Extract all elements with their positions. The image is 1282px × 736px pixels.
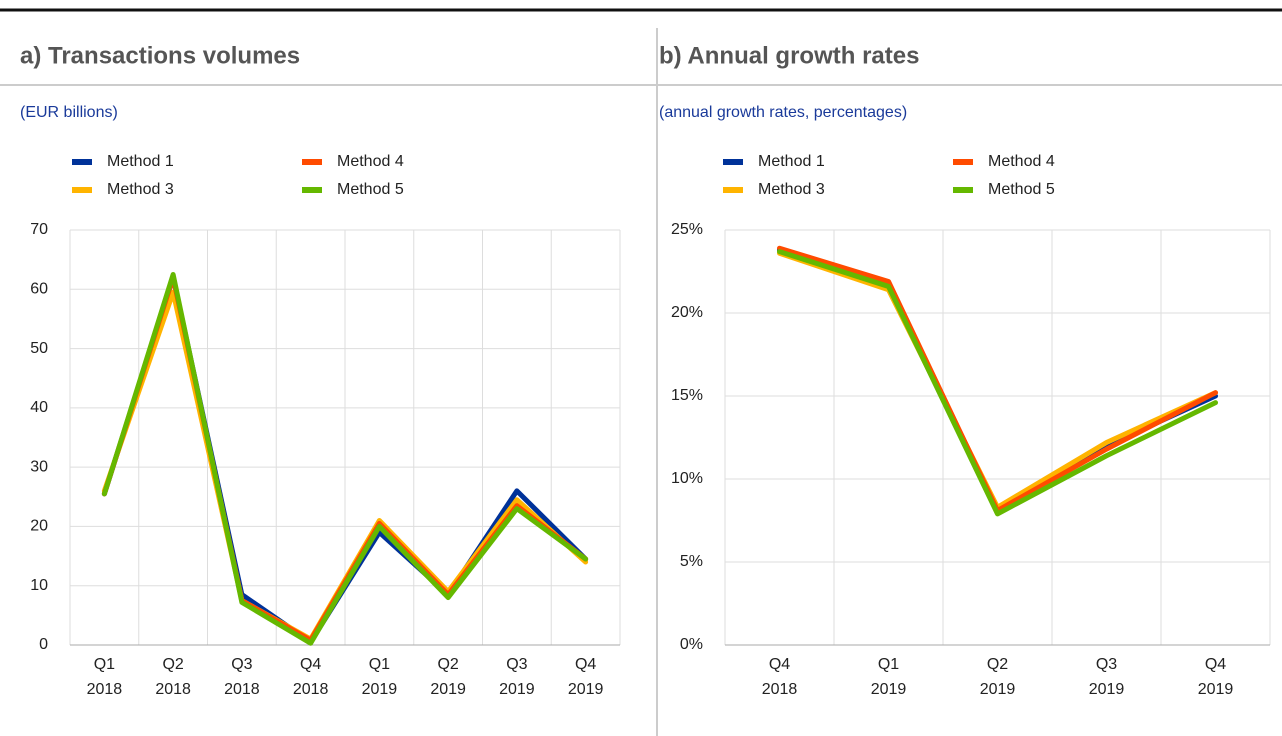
series-line [777,245,1218,514]
y-tick-label: 15% [671,387,703,404]
x-tick-label: Q3 2018 [224,656,260,698]
legend-label: Method 5 [337,181,404,198]
legend-swatch [953,187,973,193]
x-tick-line: 2019 [430,681,466,698]
x-tick-line: Q1 [369,656,390,673]
x-tick-line: 2019 [871,681,907,698]
y-tick-label: 30 [30,458,48,475]
series-line [777,247,1218,515]
x-tick-line: Q1 [878,656,899,673]
x-tick-line: Q1 [94,656,115,673]
series-line [777,249,1218,517]
x-tick-label: Q1 2018 [87,656,123,698]
legend-label: Method 1 [107,153,174,170]
x-tick-label: Q2 2019 [430,656,466,698]
legend-label: Method 1 [758,153,825,170]
x-tick-line: 2019 [1198,681,1234,698]
x-tick-line: 2019 [1089,681,1125,698]
x-tick-line: 2018 [155,681,191,698]
x-tick-label: Q2 2018 [155,656,191,698]
x-tick-line: Q3 [231,656,252,673]
x-tick-line: Q3 [1096,656,1117,673]
legend-swatch [953,159,973,165]
x-tick-line: 2019 [980,681,1016,698]
series-line [777,250,1218,510]
panel-title: a) Transactions volumes [20,42,300,69]
legend-swatch [302,187,322,193]
y-tick-label: 50 [30,340,48,357]
legend-label: Method 4 [988,153,1055,170]
x-tick-line: 2018 [762,681,798,698]
x-tick-line: Q2 [162,656,183,673]
legend-swatch [72,187,92,193]
legend-label: Method 4 [337,153,404,170]
y-tick-label: 10% [671,470,703,487]
x-tick-label: Q3 2019 [1089,656,1125,698]
y-tick-label: 20% [671,304,703,321]
x-tick-label: Q4 2018 [293,656,329,698]
x-tick-line: Q3 [506,656,527,673]
legend-swatch [72,159,92,165]
x-tick-label: Q2 2019 [980,656,1016,698]
subtitle: (EUR billions) [20,104,118,121]
x-tick-line: Q4 [769,656,790,673]
x-tick-line: 2018 [87,681,123,698]
legend-label: Method 3 [758,181,825,198]
y-tick-label: 25% [671,221,703,238]
x-tick-line: Q4 [575,656,596,673]
y-tick-label: 5% [680,553,703,570]
x-tick-label: Q1 2019 [362,656,398,698]
x-tick-line: Q4 [1205,656,1226,673]
y-tick-label: 70 [30,221,48,238]
x-tick-label: Q1 2019 [871,656,907,698]
series-line [101,271,589,646]
legend-label: Method 5 [988,181,1055,198]
x-tick-line: 2019 [499,681,535,698]
legend-swatch [302,159,322,165]
x-tick-label: Q4 2019 [1198,656,1234,698]
y-tick-label: 60 [30,281,48,298]
x-tick-line: Q2 [437,656,458,673]
x-tick-line: 2019 [568,681,604,698]
x-tick-label: Q4 2018 [762,656,798,698]
y-tick-label: 20 [30,518,48,535]
y-tick-label: 0 [39,636,48,653]
x-tick-line: Q4 [300,656,321,673]
subtitle: (annual growth rates, percentages) [659,104,907,121]
x-tick-line: Q2 [987,656,1008,673]
x-tick-line: 2018 [293,681,329,698]
panel-title: b) Annual growth rates [659,42,919,69]
x-tick-line: 2018 [224,681,260,698]
x-tick-label: Q3 2019 [499,656,535,698]
y-tick-label: 10 [30,577,48,594]
legend-label: Method 3 [107,181,174,198]
legend-swatch [723,187,743,193]
x-tick-line: 2019 [362,681,398,698]
legend-swatch [723,159,743,165]
y-tick-label: 40 [30,399,48,416]
x-tick-label: Q4 2019 [568,656,604,698]
y-tick-label: 0% [680,636,703,653]
